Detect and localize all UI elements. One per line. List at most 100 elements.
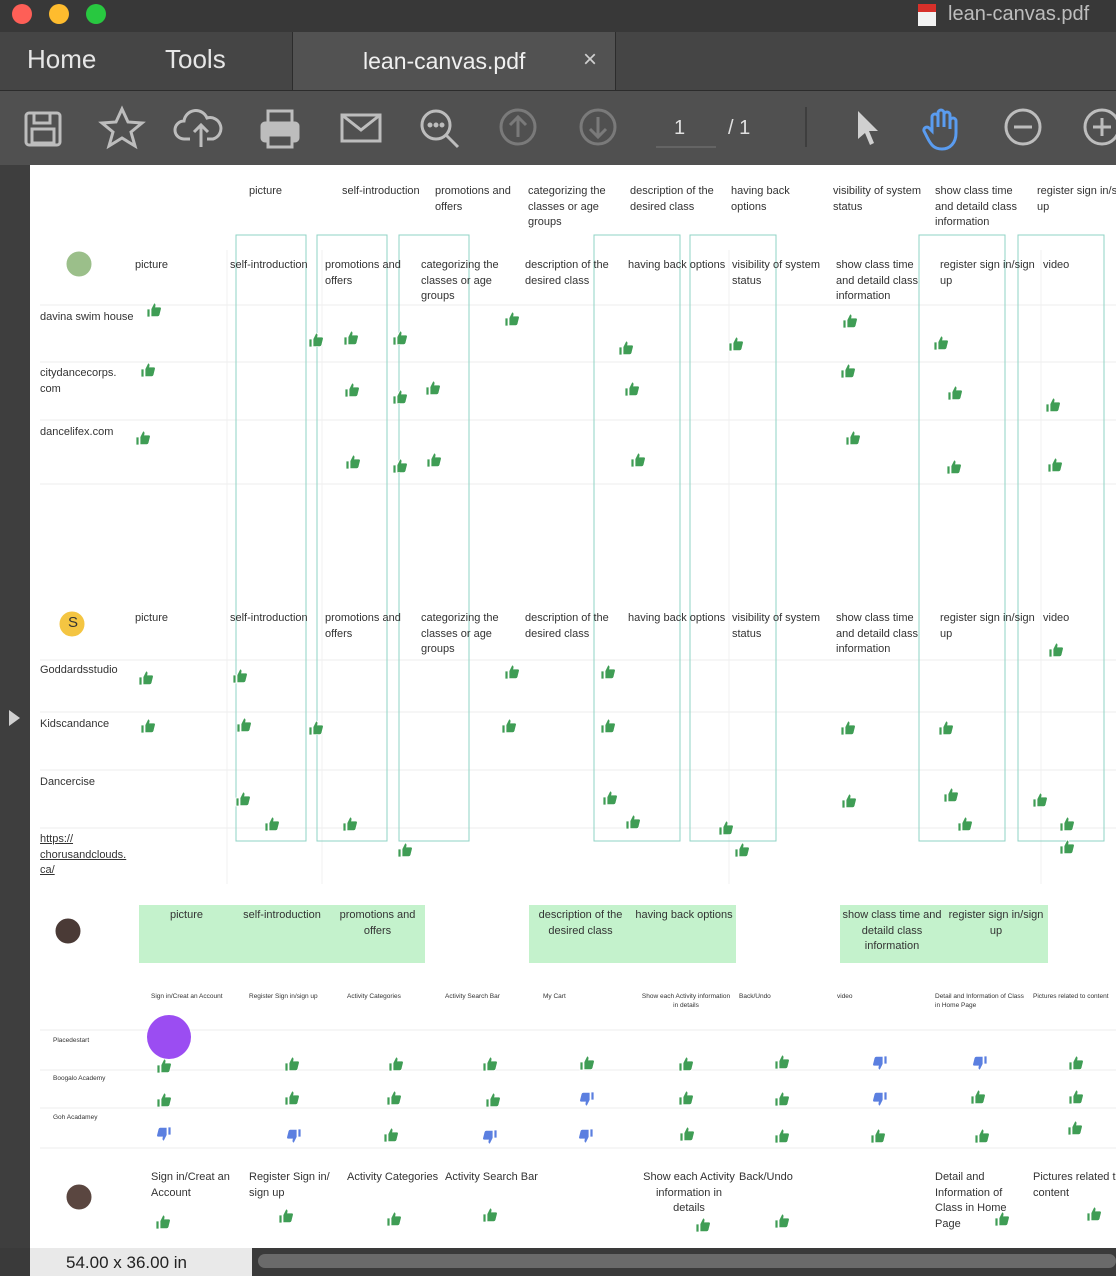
thumb-shape — [284, 1090, 300, 1106]
thumbs-up-icon — [344, 382, 360, 398]
thumb-shape — [1067, 1120, 1083, 1136]
email-button[interactable] — [340, 113, 382, 143]
thumbs-up-icon — [618, 340, 634, 356]
minimize-button[interactable] — [49, 4, 69, 24]
thumb-shape — [678, 1090, 694, 1106]
zoom-button[interactable] — [86, 4, 106, 24]
thumbs-up-icon — [625, 814, 641, 830]
page-size-box: 54.00 x 36.00 in — [30, 1248, 252, 1276]
column-header: picture — [135, 612, 169, 624]
row-label: Goh Acadamey — [53, 1114, 98, 1121]
thumbs-up-icon — [397, 842, 413, 858]
thumbs-up-icon — [308, 332, 324, 348]
avatar-photo — [63, 248, 95, 280]
column-header: having back options — [731, 185, 790, 213]
thumbs-up-icon — [970, 1089, 986, 1105]
page-number[interactable]: 1 — [674, 117, 686, 139]
thumbs-up-icon — [504, 664, 520, 680]
hand-tool[interactable] — [922, 108, 958, 151]
thumbs-down-icon — [286, 1128, 302, 1144]
prev-page-button[interactable] — [499, 108, 537, 146]
column-header: Register Sign in/ sign up — [249, 1171, 330, 1199]
thumb-shape — [504, 664, 520, 680]
thumbs-up-icon — [386, 1211, 402, 1227]
column-header: having back options — [628, 259, 726, 271]
upload-button[interactable] — [173, 109, 223, 147]
sidebar-toggle[interactable] — [0, 165, 30, 1248]
thumbs-up-icon — [1059, 816, 1075, 832]
sticker — [147, 1015, 191, 1059]
thumb-shape — [1045, 397, 1061, 413]
window-controls — [12, 4, 936, 26]
thumbs-up-icon — [308, 720, 324, 736]
search-button[interactable] — [420, 109, 460, 149]
thumb-shape — [972, 1055, 988, 1071]
save-button[interactable] — [24, 111, 62, 147]
thumbs-up-icon — [278, 1208, 294, 1224]
column-outline — [689, 234, 777, 842]
thumb-shape — [872, 1091, 888, 1107]
column-header: Sign in/Creat an Account — [151, 1171, 230, 1199]
column-header: promotions and offers — [325, 612, 401, 640]
column-outline — [398, 234, 470, 842]
canvas-drawing — [40, 234, 1116, 1233]
thumbs-up-icon — [679, 1126, 695, 1142]
thumbs-up-icon — [386, 1090, 402, 1106]
thumb-shape — [600, 718, 616, 734]
thumbs-up-icon — [600, 664, 616, 680]
column-header: categorizing the classes or age groups — [421, 259, 499, 303]
zoom-in-button[interactable] — [1083, 108, 1116, 146]
thumbs-up-icon — [842, 313, 858, 329]
close-button[interactable] — [12, 4, 32, 24]
thumb-shape — [482, 1207, 498, 1223]
zoom-out-button[interactable] — [1004, 108, 1042, 146]
thumb-shape — [872, 1055, 888, 1071]
thumbs-up-icon — [841, 793, 857, 809]
sidebar — [0, 165, 30, 1248]
thumbs-down-icon — [972, 1055, 988, 1071]
avatar-photo — [52, 915, 84, 947]
thumbs-up-icon — [774, 1091, 790, 1107]
thumbs-up-icon — [678, 1056, 694, 1072]
thumb-shape — [947, 385, 963, 401]
column-header: description of the desired class — [525, 259, 609, 287]
thumbs-up-icon — [1068, 1055, 1084, 1071]
thumbs-down-icon — [578, 1128, 594, 1144]
document-tab[interactable]: lean-canvas.pdf × — [292, 32, 616, 90]
thumb-shape — [135, 430, 151, 446]
highlight-label: show class time and detaild class inform… — [842, 909, 942, 953]
column-outline — [918, 234, 1006, 842]
tools-tab[interactable]: Tools — [165, 44, 226, 74]
thumbs-up-icon — [1048, 642, 1064, 658]
thumb-shape — [870, 1128, 886, 1144]
horizontal-scrollbar[interactable] — [258, 1254, 1116, 1268]
bookmark-button[interactable] — [98, 105, 146, 150]
thumbs-up-icon — [600, 718, 616, 734]
thumb-shape — [774, 1128, 790, 1144]
thumb-shape — [156, 1058, 172, 1074]
thumbs-down-icon — [156, 1126, 172, 1142]
thumb-shape — [388, 1056, 404, 1072]
thumbs-up-icon — [1059, 839, 1075, 855]
thumb-shape — [392, 458, 408, 474]
thumb-shape — [943, 787, 959, 803]
select-tool[interactable] — [858, 111, 878, 145]
thumb-shape — [425, 380, 441, 396]
thumb-shape — [774, 1091, 790, 1107]
column-header: self-introduction — [230, 612, 308, 624]
column-outline — [316, 234, 388, 842]
thumbs-up-icon — [482, 1056, 498, 1072]
row-label: Placedestart — [53, 1037, 90, 1044]
home-tab[interactable]: Home — [27, 44, 97, 74]
thumbs-up-icon — [728, 336, 744, 352]
next-page-button[interactable] — [579, 108, 617, 146]
thumbs-up-icon — [1045, 397, 1061, 413]
thumbs-up-icon — [774, 1054, 790, 1070]
print-button[interactable] — [260, 109, 300, 149]
thumbs-up-icon — [425, 380, 441, 396]
column-header: register sign in/sign up — [940, 259, 1035, 287]
close-tab[interactable]: × — [583, 46, 598, 73]
column-header: Activity Categories — [347, 1171, 439, 1183]
row-label: Goddardsstudio — [40, 664, 118, 676]
